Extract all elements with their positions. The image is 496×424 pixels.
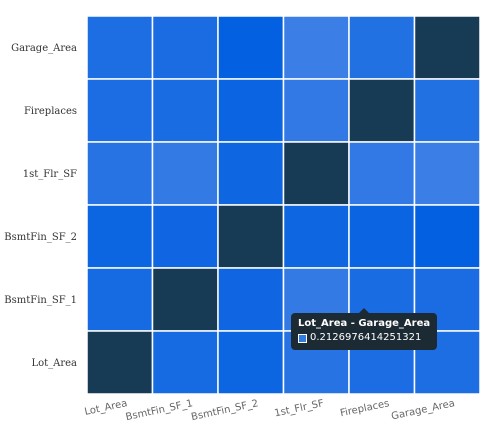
- tooltip-value: 0.2126976414251321: [310, 332, 422, 343]
- heatmap-cell[interactable]: [413, 15, 481, 80]
- heatmap-cell[interactable]: [282, 141, 350, 206]
- tooltip-color-swatch: [298, 333, 307, 343]
- x-axis-label: Lot_Area: [84, 398, 129, 418]
- heatmap-cell[interactable]: [217, 78, 285, 143]
- heatmap-cell[interactable]: [151, 78, 219, 143]
- x-axis-label: 1st_Flr_SF: [273, 398, 325, 419]
- heatmap-cell[interactable]: [348, 15, 416, 80]
- y-axis-label: Fireplaces: [24, 106, 77, 117]
- heatmap-cell[interactable]: [282, 78, 350, 143]
- heatmap-cell[interactable]: [413, 204, 481, 269]
- heatmap-cell[interactable]: [86, 78, 154, 143]
- heatmap-cell[interactable]: [348, 141, 416, 206]
- heatmap-cell[interactable]: [217, 141, 285, 206]
- heatmap-cell[interactable]: [217, 267, 285, 332]
- heatmap-cell[interactable]: [413, 141, 481, 206]
- heatmap-cell[interactable]: [151, 141, 219, 206]
- tooltip-caret: [359, 308, 370, 313]
- y-axis-label: BsmtFin_SF_1: [4, 295, 77, 306]
- heatmap-cell[interactable]: [348, 78, 416, 143]
- heatmap-cell[interactable]: [151, 15, 219, 80]
- y-axis-label: BsmtFin_SF_2: [4, 232, 77, 243]
- tooltip-value-row: 0.2126976414251321: [298, 331, 430, 345]
- heatmap-cell[interactable]: [282, 204, 350, 269]
- heatmap-cell[interactable]: [86, 204, 154, 269]
- heatmap-cell[interactable]: [282, 15, 350, 80]
- heatmap-cell[interactable]: [151, 204, 219, 269]
- heatmap-cell[interactable]: [86, 15, 154, 80]
- x-axis-label: BsmtFin_SF_2: [190, 398, 259, 423]
- heatmap-cell[interactable]: [348, 204, 416, 269]
- heatmap-cell[interactable]: [86, 267, 154, 332]
- cell-tooltip: Lot_Area - Garage_Area 0.212697641425132…: [291, 308, 438, 350]
- x-axis-label: BsmtFin_SF_1: [125, 398, 194, 423]
- heatmap-cell[interactable]: [151, 330, 219, 395]
- y-axis-label: Lot_Area: [31, 358, 77, 369]
- x-axis-label: Garage_Area: [390, 398, 456, 422]
- heatmap-cell[interactable]: [86, 141, 154, 206]
- heatmap-cell[interactable]: [151, 267, 219, 332]
- heatmap-cell[interactable]: [217, 204, 285, 269]
- tooltip-title: Lot_Area - Garage_Area: [298, 318, 431, 329]
- heatmap-cell[interactable]: [217, 15, 285, 80]
- y-axis-label: 1st_Flr_SF: [23, 169, 77, 180]
- heatmap-cell[interactable]: [217, 330, 285, 395]
- y-axis-label: Garage_Area: [11, 43, 77, 54]
- x-axis-label: Fireplaces: [339, 398, 390, 419]
- heatmap-cell[interactable]: [86, 330, 154, 395]
- heatmap-cell[interactable]: [413, 78, 481, 143]
